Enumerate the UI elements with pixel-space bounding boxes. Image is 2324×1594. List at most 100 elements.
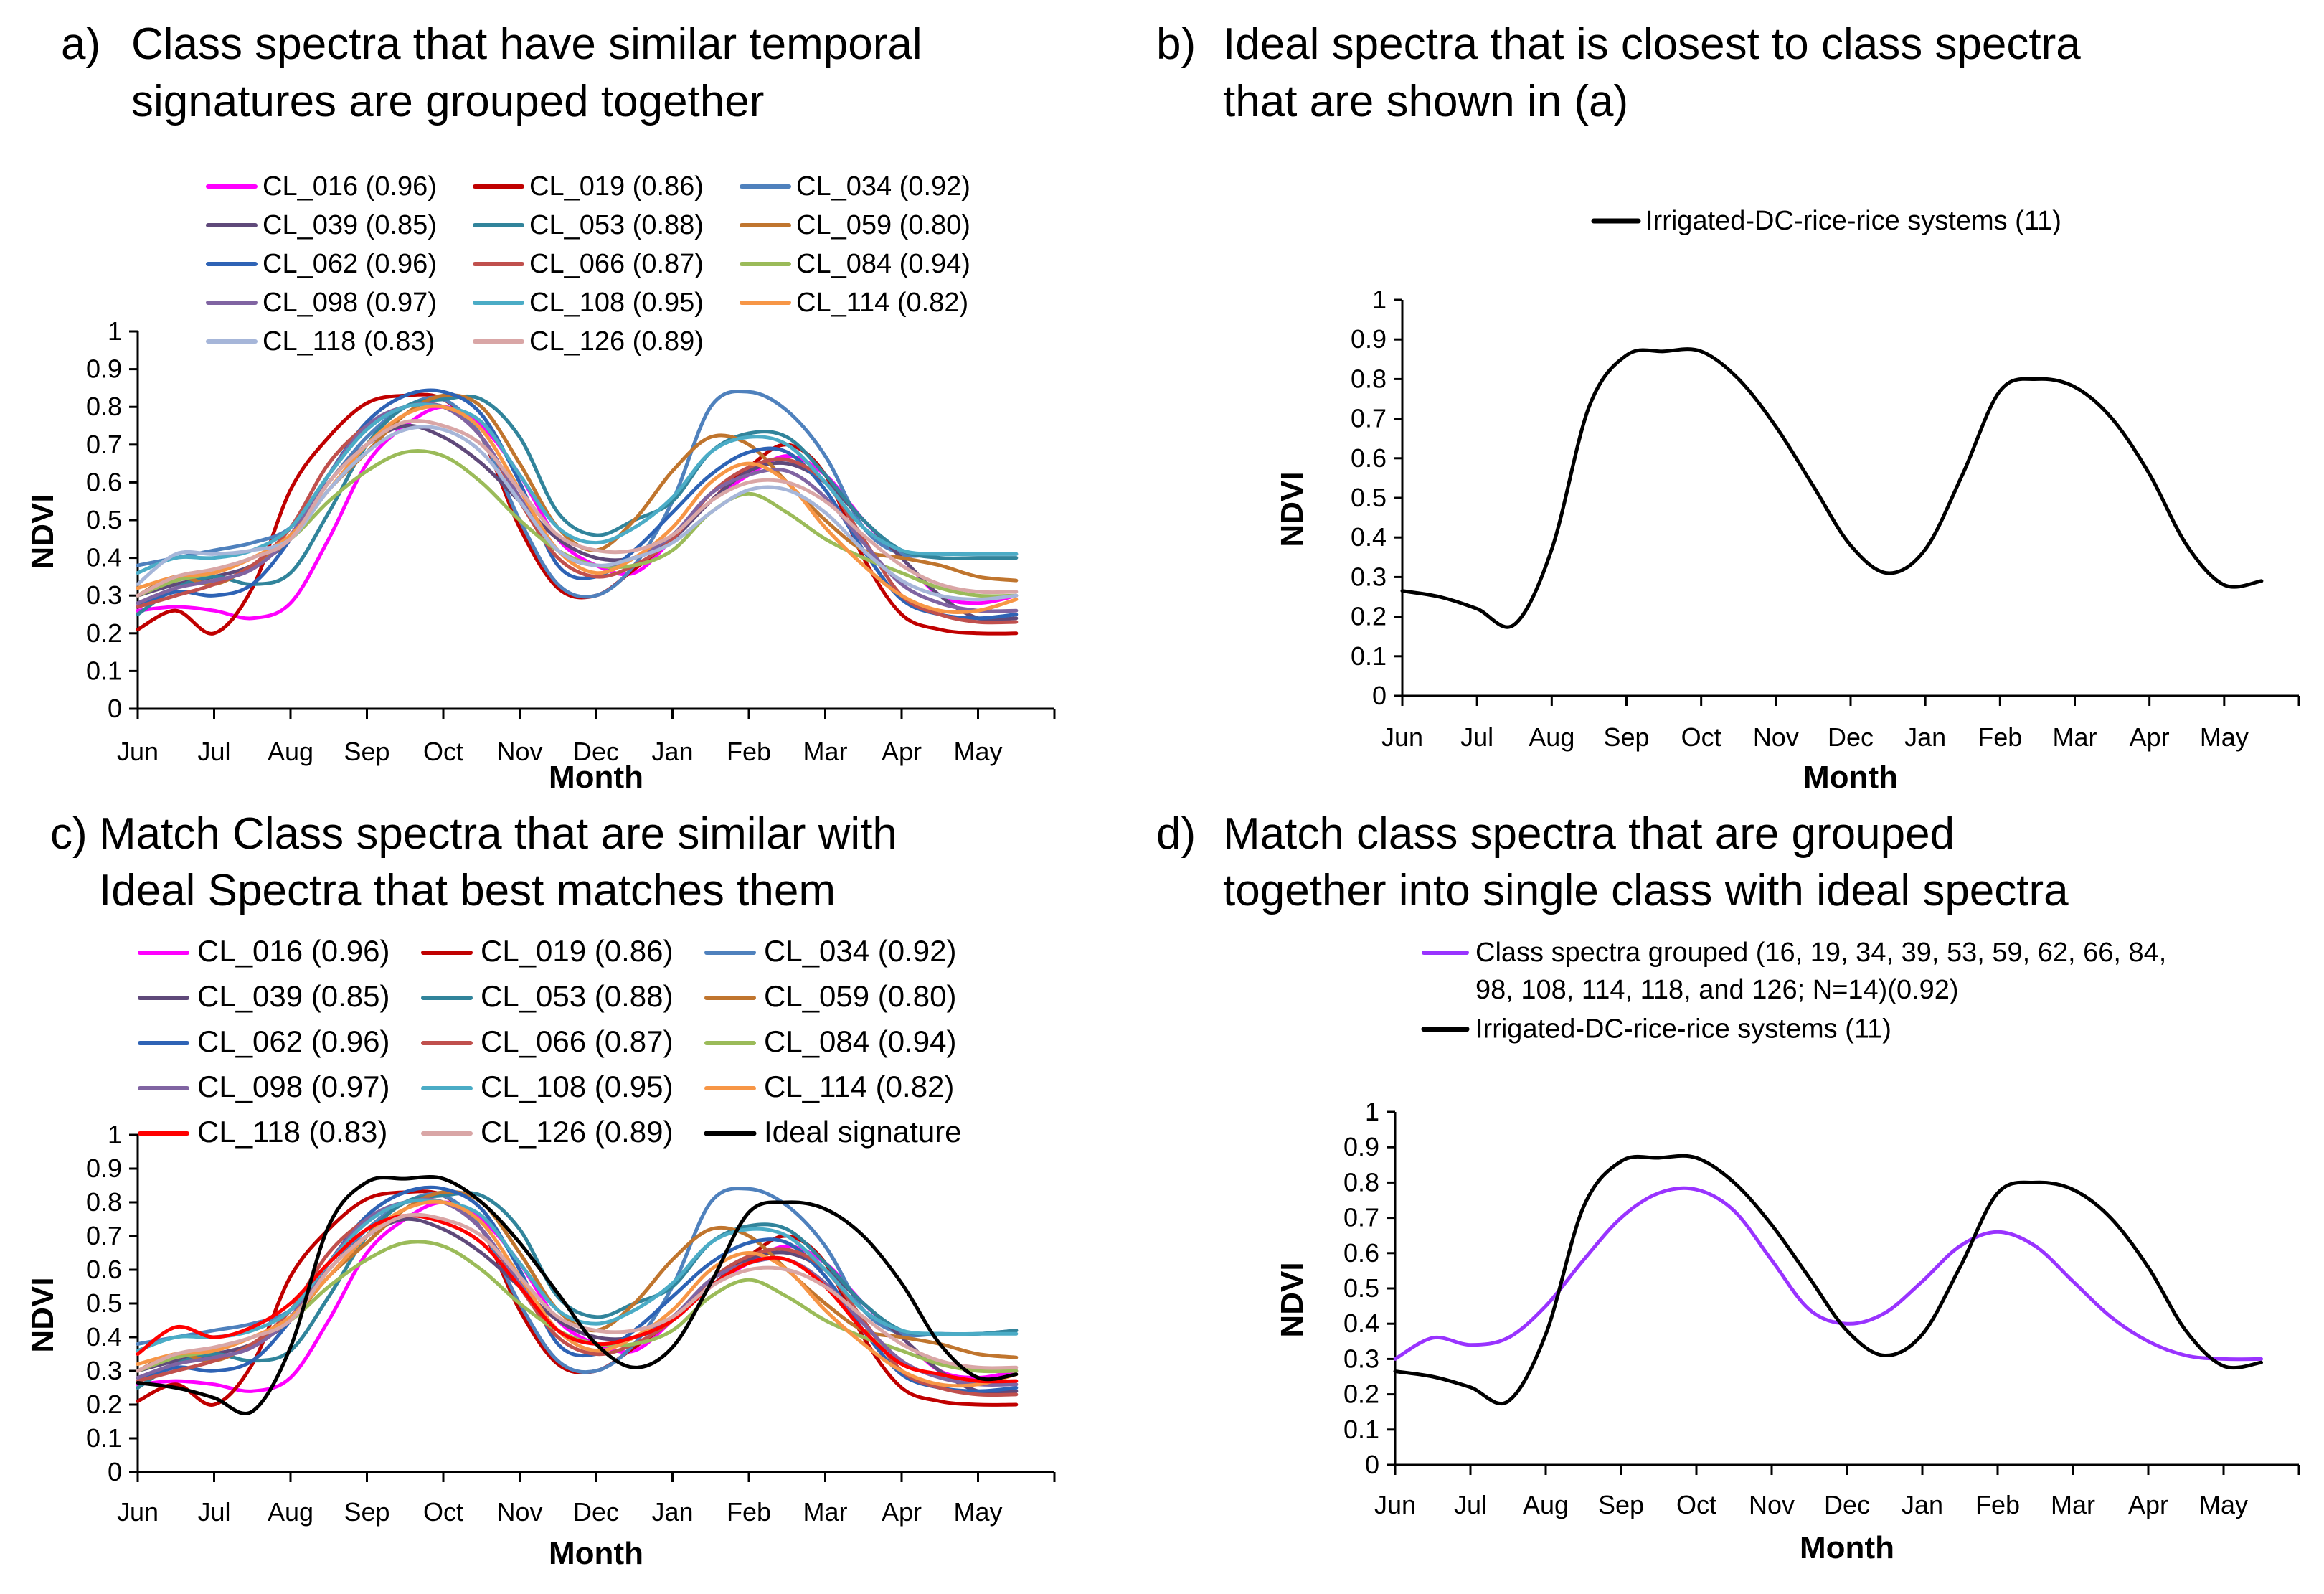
panel-b-title: b) Ideal spectra that is closest to clas… (1156, 19, 2081, 126)
y-tick-label: 0.1 (1351, 641, 1387, 671)
panel-a-title-line-1: Class spectra that have similar temporal (131, 19, 922, 69)
y-tick-label: 0.1 (86, 656, 122, 685)
panel-b-label: b) (1156, 19, 1196, 69)
y-tick-label: 0.7 (1343, 1203, 1379, 1232)
x-tick-label: Feb (1975, 1490, 2020, 1519)
y-tick-label: 0.7 (1351, 404, 1387, 433)
y-tick-label: 0.2 (86, 1390, 122, 1419)
y-tick-label: 0.9 (1343, 1132, 1379, 1161)
legend-entry-label: CL_019 (0.86) (529, 171, 704, 202)
series-line-8 (136, 402, 1019, 625)
x-tick-label: Mar (2053, 722, 2097, 752)
x-tick-label: Nov (1749, 1490, 1795, 1519)
y-tick-label: 0.6 (86, 467, 122, 496)
x-tick-label: Jan (651, 737, 693, 766)
legend-entry-label: CL_098 (0.97) (263, 288, 437, 318)
y-tick-label: 0.4 (86, 543, 122, 572)
y-tick-label: 1 (108, 316, 122, 346)
y-tick-label: 0.2 (1343, 1380, 1379, 1409)
x-tick-label: Nov (496, 1497, 542, 1527)
panel-a-label: a) (61, 19, 100, 69)
panel-d-title: d) Match class spectra that are grouped … (1156, 809, 2069, 915)
panel-d-chart: 0 0.1 0.2 0.3 0.4 0.5 0.6 0.7 0.8 0.9 1 Jun Jul Aug Se… (1275, 938, 2300, 1565)
legend-entry-label: CL_016 (0.96) (197, 934, 390, 968)
y-axis-label: NDVI (25, 1277, 60, 1352)
x-tick-label: Nov (1753, 722, 1799, 752)
x-tick-label: Jun (1381, 722, 1423, 752)
x-tick-label: Dec (1828, 722, 1874, 752)
y-tick-label: 0.4 (1351, 522, 1387, 552)
panel-a-title-line-2: signatures are grouped together (131, 77, 764, 126)
x-tick-label: Nov (496, 737, 542, 766)
legend-entry-label: CL_019 (0.86) (481, 934, 674, 968)
y-tick-label: 0.8 (1343, 1167, 1379, 1197)
legend-entry-label: CL_084 (0.94) (796, 249, 970, 279)
series-line-14 (136, 418, 1019, 598)
y-tick-label: 0.2 (86, 618, 122, 648)
x-tick-label: Apr (882, 1497, 922, 1527)
x-tick-label: Sep (344, 737, 389, 766)
x-tick-label: Jul (1460, 722, 1493, 752)
y-tick-label: 0 (1372, 681, 1387, 710)
series-line-12 (136, 1199, 1019, 1388)
panel-c-title-line-2: Ideal Spectra that best matches them (99, 866, 836, 915)
series-line-2 (136, 392, 1019, 636)
y-tick-label: 1 (1372, 285, 1387, 314)
x-tick-label: Jan (651, 1497, 693, 1527)
legend-entry-label: CL_126 (0.89) (481, 1115, 674, 1149)
panel-c-title-line-1: Match Class spectra that are similar wit… (99, 809, 897, 859)
y-tick-label: 0.9 (86, 1154, 122, 1183)
x-tick-label: Aug (1529, 722, 1574, 752)
x-tick-label: Apr (882, 737, 922, 766)
legend-entry-label: 98, 108, 114, 118, and 126; N=14)(0.92) (1475, 975, 1959, 1005)
panel-b-chart: 0 0.1 0.2 0.3 0.4 0.5 0.6 0.7 0.8 0.9 1 Jun Jul Aug Se… (1275, 206, 2300, 795)
x-tick-label: Jan (1904, 722, 1946, 752)
legend-entry-label: CL_118 (0.83) (197, 1115, 387, 1149)
y-tick-label: 0.1 (86, 1423, 122, 1453)
x-tick-label: Feb (727, 1497, 771, 1527)
legend-entry-label: CL_114 (0.82) (796, 288, 968, 318)
legend-entry-label: CL_034 (0.92) (764, 934, 957, 968)
x-tick-label: Mar (803, 737, 848, 766)
x-tick-label: Jul (197, 737, 230, 766)
y-tick-label: 0.8 (1351, 364, 1387, 393)
panel-b-title-line-2: that are shown in (a) (1223, 77, 1628, 126)
legend-entry-label: CL_066 (0.87) (481, 1024, 674, 1058)
x-tick-label: Jun (1374, 1490, 1416, 1519)
x-tick-label: May (2200, 722, 2249, 752)
y-tick-label: 0.1 (1343, 1415, 1379, 1444)
y-tick-label: 0.4 (86, 1322, 122, 1352)
series-line-15 (136, 1174, 1019, 1415)
y-axis-label: NDVI (1275, 471, 1310, 547)
x-tick-label: Feb (727, 737, 771, 766)
x-tick-label: Jun (117, 1497, 159, 1527)
legend-entry-label: CL_108 (0.95) (529, 288, 704, 318)
x-tick-label: Dec (573, 1497, 619, 1527)
legend: Irrigated-DC-rice-rice systems (11) (1591, 206, 2061, 236)
x-tick-label: Aug (268, 737, 313, 766)
x-tick-label: Jan (1902, 1490, 1943, 1519)
series-line-12 (136, 404, 1019, 615)
x-tick-label: Oct (1681, 722, 1721, 752)
legend-entry-label: CL_059 (0.80) (764, 979, 957, 1013)
legend-entry-label: CL_062 (0.96) (263, 249, 437, 279)
y-tick-label: 0.7 (86, 1221, 122, 1250)
y-tick-label: 0.6 (1351, 443, 1387, 473)
y-tick-label: 0.5 (86, 505, 122, 534)
legend: CL_016 (0.96) CL_019 (0.86) CL_034 (0.92) C… (206, 171, 970, 357)
y-tick-label: 0.3 (86, 1356, 122, 1385)
legend-entry-label: CL_039 (0.85) (263, 210, 437, 240)
y-tick-label: 0 (1365, 1450, 1379, 1479)
legend-entry-label: Class spectra grouped (16, 19, 34, 39, 5… (1475, 938, 2166, 968)
panel-d-title-line-2: together into single class with ideal sp… (1223, 866, 2069, 915)
legend-entry-label: CL_114 (0.82) (764, 1070, 954, 1103)
x-axis-label: Month (1800, 1530, 1894, 1565)
y-tick-label: 0.2 (1351, 602, 1387, 631)
legend-entry-label: CL_034 (0.92) (796, 171, 970, 202)
y-tick-label: 0.3 (1343, 1344, 1379, 1373)
legend-entry-label: CL_066 (0.87) (529, 249, 704, 279)
y-tick-label: 0.9 (86, 354, 122, 384)
y-tick-label: 0.4 (1343, 1308, 1379, 1338)
x-tick-label: May (953, 737, 1002, 766)
